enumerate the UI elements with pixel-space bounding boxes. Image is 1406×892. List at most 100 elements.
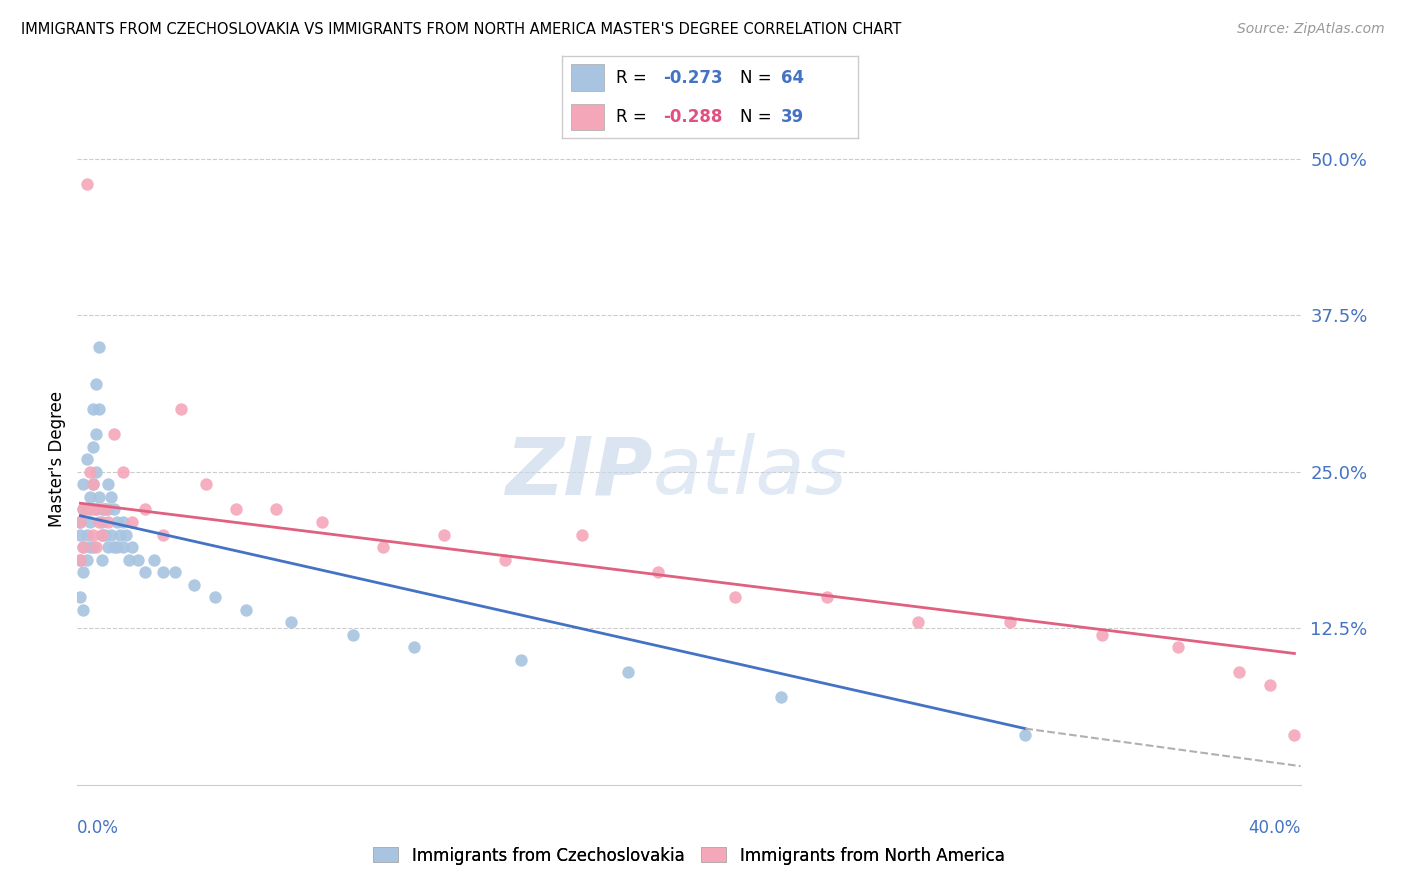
Point xyxy=(724,590,747,604)
Point xyxy=(76,177,98,191)
Point xyxy=(1284,728,1306,742)
Text: -0.288: -0.288 xyxy=(662,108,723,126)
Text: ZIP: ZIP xyxy=(505,434,652,511)
Point xyxy=(84,540,107,554)
Point xyxy=(100,490,122,504)
Point xyxy=(69,515,91,529)
Point xyxy=(87,340,110,354)
Point xyxy=(79,515,101,529)
Point xyxy=(69,552,91,566)
Point xyxy=(118,552,141,566)
Point xyxy=(183,577,205,591)
Point xyxy=(90,515,112,529)
Text: 0.0%: 0.0% xyxy=(77,819,120,837)
Point xyxy=(90,552,112,566)
Point xyxy=(115,527,138,541)
Point xyxy=(82,477,104,491)
Point xyxy=(72,540,94,554)
Text: R =: R = xyxy=(616,69,651,87)
Point xyxy=(87,515,110,529)
Point xyxy=(72,540,94,554)
Point xyxy=(204,590,226,604)
Point xyxy=(90,527,112,541)
Text: N =: N = xyxy=(740,108,776,126)
Point xyxy=(509,653,531,667)
Point xyxy=(82,477,104,491)
Point xyxy=(1229,665,1251,680)
Point xyxy=(108,527,131,541)
Point xyxy=(72,477,94,491)
Point xyxy=(128,552,150,566)
Point xyxy=(433,527,456,541)
Point xyxy=(79,540,101,554)
Point xyxy=(1091,628,1114,642)
Point xyxy=(69,527,91,541)
Point xyxy=(100,527,122,541)
Point xyxy=(84,377,107,392)
Point xyxy=(82,440,104,454)
Text: IMMIGRANTS FROM CZECHOSLOVAKIA VS IMMIGRANTS FROM NORTH AMERICA MASTER'S DEGREE : IMMIGRANTS FROM CZECHOSLOVAKIA VS IMMIGR… xyxy=(21,22,901,37)
Point xyxy=(94,502,117,516)
Point xyxy=(103,427,125,442)
Point xyxy=(121,515,143,529)
Point xyxy=(134,565,156,579)
Point xyxy=(76,452,98,467)
Point xyxy=(1014,728,1036,742)
Point xyxy=(82,502,104,516)
Point xyxy=(165,565,187,579)
Point xyxy=(97,477,120,491)
Point xyxy=(112,465,135,479)
Text: 40.0%: 40.0% xyxy=(1249,819,1301,837)
Text: -0.273: -0.273 xyxy=(662,69,723,87)
Point xyxy=(87,402,110,417)
Point xyxy=(225,502,247,516)
Point xyxy=(79,502,101,516)
Point xyxy=(311,515,333,529)
Text: 64: 64 xyxy=(780,69,804,87)
Legend: Immigrants from Czechoslovakia, Immigrants from North America: Immigrants from Czechoslovakia, Immigran… xyxy=(374,847,1004,864)
Point xyxy=(134,502,156,516)
Point xyxy=(235,602,257,616)
Point xyxy=(105,540,128,554)
Point xyxy=(76,552,98,566)
Point xyxy=(495,552,517,566)
Point xyxy=(571,527,593,541)
Point xyxy=(94,527,117,541)
Point xyxy=(402,640,425,655)
Point xyxy=(112,540,135,554)
Point xyxy=(815,590,838,604)
Point xyxy=(84,502,107,516)
Point xyxy=(82,540,104,554)
Point xyxy=(84,502,107,516)
Point xyxy=(1258,678,1281,692)
Point xyxy=(69,590,91,604)
Point xyxy=(998,615,1021,630)
Point xyxy=(617,665,640,680)
Point xyxy=(97,540,120,554)
Point xyxy=(97,502,120,516)
Point xyxy=(69,515,91,529)
Point xyxy=(90,527,112,541)
Point xyxy=(72,602,94,616)
Point xyxy=(76,502,98,516)
Point xyxy=(72,502,94,516)
Point xyxy=(121,540,143,554)
FancyBboxPatch shape xyxy=(571,64,603,91)
Point xyxy=(87,490,110,504)
Point xyxy=(103,540,125,554)
Text: N =: N = xyxy=(740,69,776,87)
Point xyxy=(170,402,193,417)
Point xyxy=(342,628,364,642)
Text: 39: 39 xyxy=(780,108,804,126)
Y-axis label: Master's Degree: Master's Degree xyxy=(48,392,66,527)
Point xyxy=(907,615,929,630)
Point xyxy=(371,540,394,554)
Point xyxy=(90,502,112,516)
Point xyxy=(97,515,120,529)
Point xyxy=(69,552,91,566)
Point xyxy=(76,527,98,541)
FancyBboxPatch shape xyxy=(571,103,603,130)
Point xyxy=(264,502,287,516)
Point xyxy=(82,402,104,417)
Point xyxy=(103,502,125,516)
